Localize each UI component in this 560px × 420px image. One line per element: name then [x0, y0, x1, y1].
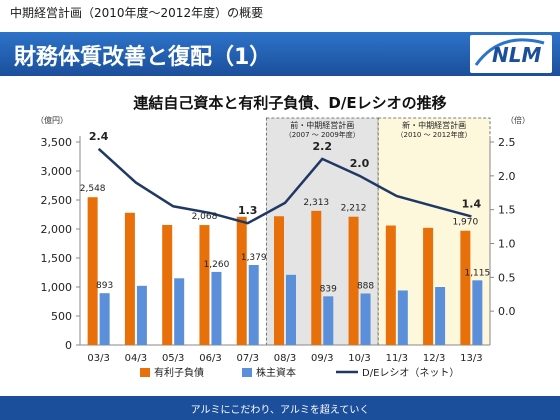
equity-data-label: 1,260: [204, 260, 230, 270]
x-tick-label: 13/3: [460, 353, 482, 364]
logo-text: NLM: [492, 43, 542, 67]
de-data-label: 1.4: [462, 197, 482, 210]
bar-equity: [248, 265, 259, 345]
y-right-unit: （倍）: [506, 115, 530, 125]
debt-data-label: 2,212: [341, 204, 367, 214]
period-band-1: [265, 117, 379, 346]
y-right-tick-label: 2.0: [498, 170, 516, 183]
period-sublabel-2: （2010 ～ 2012年度）: [397, 130, 472, 139]
debt-data-label: 1,970: [452, 218, 478, 228]
x-tick-label: 04/3: [125, 353, 147, 364]
slide-subtitle: 中期経営計画（2010年度～2012年度）の概要: [10, 6, 264, 20]
bar-debt: [162, 224, 173, 345]
legend-swatch-debt: [140, 368, 150, 377]
equity-data-label: 1,115: [464, 268, 490, 278]
legend-label-debt: 有利子負債: [154, 366, 204, 379]
period-sublabel-1: （2007 ～ 2009年度）: [285, 130, 360, 139]
y-left-tick-label: 2,500: [41, 194, 73, 207]
de-data-label: 2.0: [350, 157, 370, 170]
de-data-label: 1.3: [238, 204, 258, 217]
bar-equity: [286, 274, 296, 345]
bar-equity: [360, 293, 371, 345]
y-left-tick-label: 0: [65, 339, 72, 352]
footer-band: アルミにこだわり、アルミを超えていく: [0, 396, 560, 420]
bar-equity: [472, 280, 483, 345]
bar-equity: [323, 296, 334, 345]
y-right-tick-label: 1.5: [498, 204, 516, 217]
debt-data-label: 2,548: [80, 184, 106, 194]
bar-debt: [236, 216, 247, 345]
de-data-label: 2.4: [89, 130, 109, 143]
bar-debt: [311, 210, 322, 345]
bar-debt: [423, 227, 434, 345]
y-left-tick-label: 3,000: [41, 165, 73, 178]
company-logo: NLM: [470, 35, 552, 73]
y-left-tick-label: 500: [51, 310, 72, 323]
bar-equity: [99, 293, 110, 345]
legend-label-de: D/Eレシオ（ネット）: [362, 367, 459, 379]
subtitle-bar: 中期経営計画（2010年度～2012年度）の概要: [0, 0, 560, 24]
de-data-label: 2.2: [313, 140, 333, 153]
period-label-1: 前・中期経営計画: [290, 120, 354, 130]
y-right-tick-label: 0.0: [498, 305, 516, 318]
period-band-2: [377, 117, 491, 346]
bar-debt: [348, 216, 359, 345]
bar-debt: [460, 230, 471, 345]
bar-debt: [199, 225, 210, 345]
x-tick-label: 12/3: [423, 353, 445, 364]
chart: 前・中期経営計画（2007 ～ 2009年度） 新・中期経営計画（2010 ～ 2…: [36, 94, 530, 379]
x-tick-label: 09/3: [311, 353, 333, 364]
bar-equity: [211, 271, 222, 345]
bar-debt: [87, 197, 98, 345]
bar-equity: [435, 287, 446, 345]
y-left-unit: （億円）: [36, 115, 68, 125]
y-right-tick-label: 2.5: [498, 136, 516, 149]
equity-data-label: 839: [320, 284, 337, 294]
equity-data-label: 888: [357, 281, 374, 291]
debt-data-label: 2,313: [303, 198, 329, 208]
y-right-tick-label: 0.5: [498, 271, 516, 284]
slide-title: 財務体質改善と復配（1）: [14, 45, 272, 70]
footer-slogan: アルミにこだわり、アルミを超えていく: [190, 405, 370, 416]
bar-debt: [124, 212, 135, 345]
bar-equity: [174, 278, 185, 345]
chart-title: 連結自己資本と有利子負債、D/Eレシオの推移: [133, 94, 446, 112]
y-left-tick-label: 2,000: [41, 223, 73, 236]
x-tick-label: 10/3: [348, 353, 370, 364]
bar-equity: [136, 285, 147, 345]
equity-data-label: 893: [96, 281, 113, 291]
y-left-tick-label: 3,500: [41, 136, 73, 149]
x-tick-label: 08/3: [274, 353, 296, 364]
x-tick-label: 03/3: [87, 353, 109, 364]
x-tick-label: 07/3: [236, 353, 258, 364]
period-label-2: 新・中期経営計画: [402, 120, 466, 130]
bar-equity: [397, 290, 408, 345]
y-left-tick-label: 1,000: [41, 281, 73, 294]
logo-arc-icon: [474, 38, 545, 66]
debt-data-label: 2,068: [192, 212, 218, 222]
bar-debt: [385, 225, 396, 345]
bar-debt: [274, 216, 284, 345]
de-ratio-line: [97, 147, 472, 225]
x-tick-label: 11/3: [386, 353, 408, 364]
x-tick-label: 05/3: [162, 353, 184, 364]
y-right-tick-label: 1.0: [498, 238, 516, 251]
x-tick-label: 06/3: [199, 353, 221, 364]
legend-label-equity: 株主資本: [256, 366, 296, 379]
equity-data-label: 1,379: [241, 253, 267, 263]
title-band: 財務体質改善と復配（1） NLM: [0, 32, 560, 76]
y-left-tick-label: 1,500: [41, 252, 73, 265]
legend-swatch-equity: [242, 368, 252, 377]
